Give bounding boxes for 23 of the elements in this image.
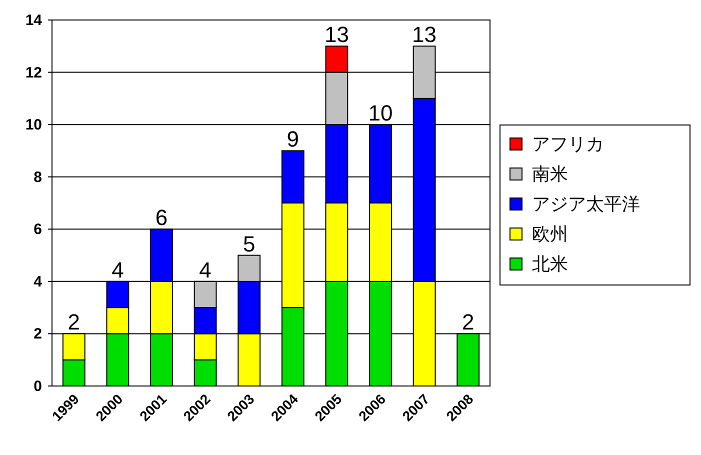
total-label: 13 [324,22,349,48]
y-tick-label: 0 [34,378,42,395]
legend-label: アジア太平洋 [532,194,640,214]
y-tick-label: 14 [25,12,43,29]
total-label: 4 [199,257,212,282]
total-label: 2 [68,310,80,335]
total-label: 2 [462,310,474,335]
total-label: 10 [368,100,393,126]
y-tick-label: 8 [34,168,42,186]
legend-label: 欧州 [532,224,568,244]
y-tick-label: 4 [34,273,43,290]
y-tick-label: 2 [34,326,42,343]
y-tick-label: 12 [25,64,42,82]
total-label: 9 [286,126,300,152]
legend-label: 南米 [532,164,568,184]
total-label: 5 [242,231,256,256]
y-tick-label: 10 [25,116,42,134]
total-label: 6 [155,205,168,230]
total-label: 4 [112,257,124,282]
total-label: 13 [412,22,437,48]
legend-label: アフリカ [532,134,604,154]
y-tick-label: 6 [34,221,42,238]
legend-label: 北米 [532,254,568,274]
